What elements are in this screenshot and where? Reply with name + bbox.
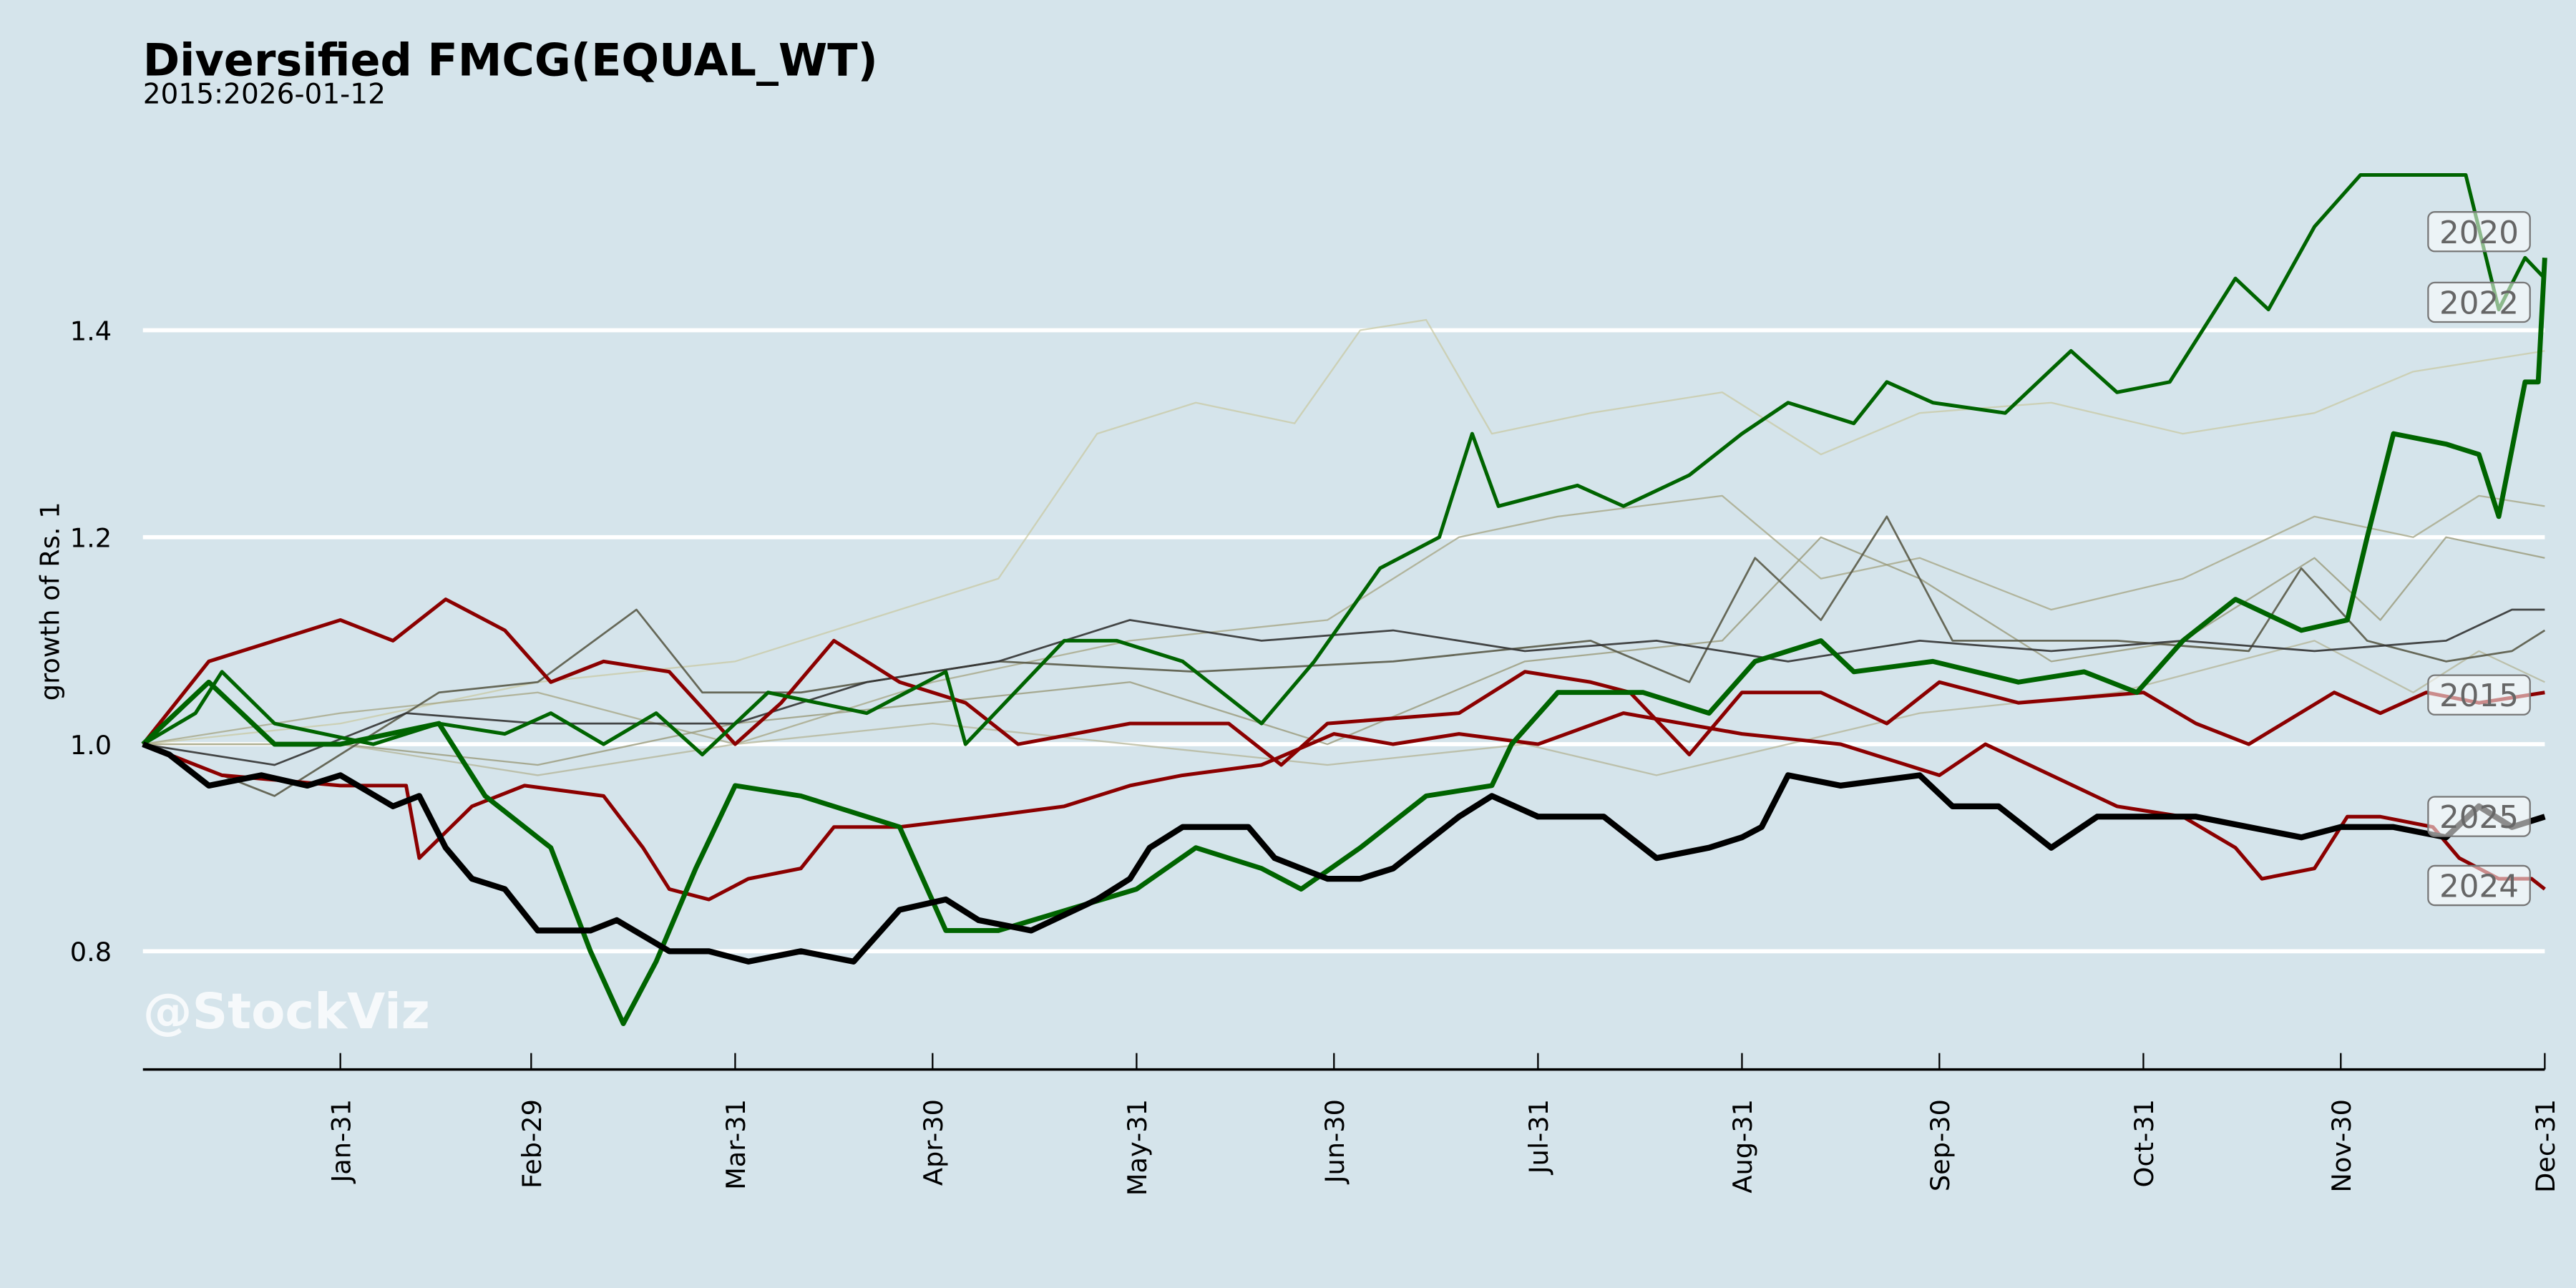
series-label-2015: 2015	[2439, 678, 2519, 714]
x-tick-label: Dec-31	[2530, 1099, 2561, 1193]
series-line-other-a	[142, 318, 2545, 746]
x-axis-ticks: Jan-31 Feb-29 Mar-31 Apr-30 May-31 Jun-30 Jul-…	[326, 1053, 2561, 1196]
y-tick-label: 0.8	[70, 937, 112, 967]
x-tick-label: Aug-31	[1727, 1099, 1758, 1194]
x-tick-label: Oct-31	[2129, 1099, 2160, 1187]
x-tick-label: Mar-31	[721, 1099, 751, 1190]
series-line-2020	[141, 258, 2547, 1027]
chart-subtitle: 2015:2026-01-12	[143, 79, 386, 111]
x-tick-label: Jul-31	[1523, 1099, 1554, 1175]
series-label-box	[2427, 281, 2531, 323]
series-line-other-c	[142, 536, 2545, 766]
gridlines	[142, 328, 2545, 954]
y-axis-label: growth of Rs. 1	[35, 502, 66, 701]
y-tick-label: 1.2	[70, 523, 112, 554]
series-line-2025	[142, 741, 2546, 965]
x-tick-label: Sep-30	[1925, 1099, 1956, 1191]
series-label-box	[2427, 211, 2531, 253]
series-lines	[141, 172, 2547, 1027]
y-tick-label: 1.0	[70, 730, 112, 761]
x-tick-label: Feb-29	[517, 1099, 547, 1189]
x-tick-label: Nov-30	[2326, 1099, 2357, 1193]
series-line-2015	[141, 597, 2545, 767]
x-tick-label: May-31	[1122, 1099, 1153, 1196]
series-line-other-b	[142, 494, 2545, 746]
y-axis-ticks: 0.8 1.0 1.2 1.4	[70, 316, 112, 967]
series-line-2022	[142, 172, 2547, 757]
series-label-2020: 2020	[2439, 215, 2519, 251]
series-labels: 2015 2024 2022 2020 2025	[2427, 211, 2531, 907]
series-line-2024	[142, 711, 2546, 902]
x-tick-label: Apr-30	[918, 1099, 949, 1186]
series-label-2025: 2025	[2439, 800, 2519, 836]
series-line-other-f	[142, 640, 2545, 776]
chart-title: Diversified FMCG(EQUAL_WT)	[143, 34, 878, 87]
watermark: @StockViz	[143, 983, 430, 1040]
x-tick-label: Jun-30	[1319, 1099, 1350, 1184]
series-label-box	[2427, 796, 2531, 837]
y-tick-label: 1.4	[70, 316, 112, 346]
x-tick-label: Jan-31	[326, 1099, 356, 1184]
series-label-2022: 2022	[2439, 286, 2519, 322]
series-label-box	[2427, 864, 2531, 907]
series-label-2024: 2024	[2439, 869, 2519, 905]
series-line-other-e	[142, 515, 2546, 797]
series-label-box	[2427, 674, 2531, 716]
